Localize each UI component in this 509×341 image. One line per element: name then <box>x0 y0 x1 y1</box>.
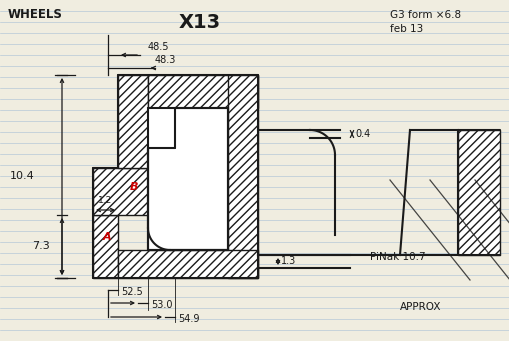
Polygon shape <box>228 75 258 278</box>
Text: WHEELS: WHEELS <box>8 8 63 21</box>
Text: 48.5: 48.5 <box>148 42 169 52</box>
Text: 53.0: 53.0 <box>151 300 172 310</box>
Text: B: B <box>130 182 138 192</box>
Text: 6.8: 6.8 <box>166 193 186 206</box>
Text: G3 form ×6.8: G3 form ×6.8 <box>389 10 460 20</box>
Polygon shape <box>118 250 258 278</box>
Text: 10.4: 10.4 <box>10 171 35 181</box>
Text: PiNak 10.7: PiNak 10.7 <box>369 252 425 262</box>
Text: feb 13: feb 13 <box>389 24 422 34</box>
Text: 1.5: 1.5 <box>203 123 218 133</box>
Polygon shape <box>93 215 118 278</box>
Text: 7.3: 7.3 <box>32 241 50 251</box>
Text: X13: X13 <box>179 13 220 32</box>
Text: 54.9: 54.9 <box>178 314 199 324</box>
Polygon shape <box>148 75 258 148</box>
Text: A: A <box>103 232 111 242</box>
Text: 0.4: 0.4 <box>354 129 370 139</box>
Polygon shape <box>118 75 148 168</box>
Text: 52.5: 52.5 <box>121 287 143 297</box>
Polygon shape <box>148 108 228 250</box>
Text: 1.2: 1.2 <box>98 196 112 205</box>
Polygon shape <box>457 130 499 255</box>
Text: APPROX: APPROX <box>399 302 441 312</box>
Text: 1.3: 1.3 <box>280 256 296 266</box>
Polygon shape <box>93 168 148 215</box>
Text: 48.3: 48.3 <box>155 55 176 65</box>
